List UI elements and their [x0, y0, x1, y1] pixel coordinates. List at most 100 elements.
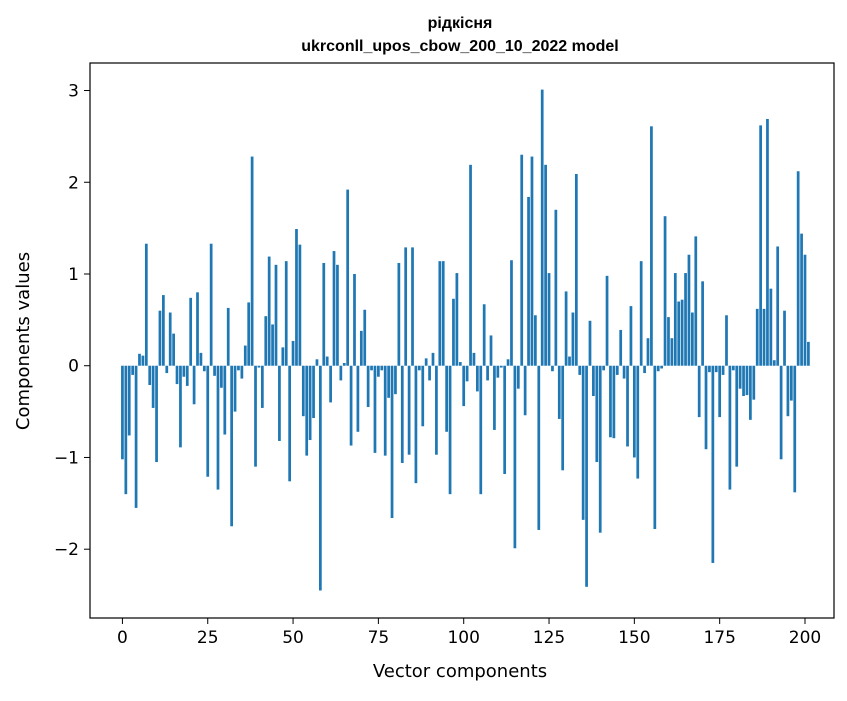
bar-16	[175, 365, 179, 385]
bar-10	[155, 365, 158, 463]
bar-141	[602, 365, 605, 371]
bar-152	[639, 261, 643, 366]
bar-53	[301, 365, 305, 417]
bar-2	[127, 365, 131, 436]
bar-188	[762, 308, 766, 366]
bar-59	[322, 262, 326, 366]
bar-39	[254, 365, 257, 467]
y-tick-label--1: −1	[54, 448, 79, 468]
bar-36	[243, 345, 247, 366]
bar-109	[493, 365, 496, 430]
bar-190	[769, 288, 773, 366]
bar-136	[585, 365, 588, 587]
bar-84	[407, 365, 411, 455]
bar-186	[755, 308, 759, 366]
bar-61	[329, 365, 332, 403]
bar-184	[749, 365, 752, 420]
bar-155	[650, 126, 653, 366]
bar-99	[458, 362, 462, 366]
bar-111	[499, 365, 503, 368]
bar-127	[554, 209, 558, 366]
bar-94	[441, 261, 445, 366]
x-tick-label-175: 175	[703, 628, 735, 648]
y-tick-label-2: 2	[68, 173, 79, 193]
bar-42	[264, 316, 268, 366]
bar-79	[390, 365, 394, 519]
bar-25	[206, 365, 210, 477]
bar-43	[267, 256, 271, 366]
bar-98	[455, 273, 459, 366]
bar-174	[714, 365, 718, 373]
bar-142	[605, 275, 609, 366]
bar-27	[213, 365, 216, 376]
bar-5	[138, 353, 141, 366]
bar-128	[557, 365, 561, 419]
bar-163	[677, 301, 681, 366]
bar-28	[216, 365, 220, 490]
bar-113	[506, 359, 510, 366]
bar-4	[134, 365, 138, 508]
bar-153	[643, 365, 646, 374]
chart-title-line1: рідкісня	[428, 15, 493, 32]
x-tick-label-150: 150	[618, 628, 650, 648]
bar-134	[578, 365, 582, 375]
bar-63	[336, 264, 339, 366]
bar-23	[199, 352, 203, 366]
bar-21	[192, 365, 196, 405]
x-tick-label-200: 200	[789, 628, 821, 648]
bar-191	[772, 360, 776, 366]
bar-197	[793, 365, 797, 493]
bar-154	[646, 338, 650, 366]
bar-71	[363, 309, 367, 366]
bars-layer	[121, 89, 810, 591]
bar-176	[721, 365, 725, 375]
bar-107	[486, 365, 489, 381]
bar-115	[513, 365, 517, 549]
bar-83	[404, 247, 408, 366]
bar-112	[503, 365, 507, 474]
bar-138	[592, 365, 595, 396]
bar-37	[247, 302, 251, 366]
bar-18	[182, 365, 186, 377]
bar-166	[687, 254, 691, 366]
bar-149	[629, 306, 633, 366]
bar-140	[598, 365, 602, 533]
chart-title-line2: ukrconll_upos_cbow_200_10_2022 model	[301, 38, 618, 55]
bar-58	[319, 365, 322, 591]
bar-7	[144, 243, 148, 366]
bar-200	[803, 254, 807, 366]
y-axis-label: Components values	[13, 252, 34, 430]
bar-86	[414, 365, 418, 484]
bar-76	[380, 365, 384, 371]
bar-198	[796, 171, 800, 366]
bar-125	[547, 273, 551, 366]
bar-104	[475, 365, 479, 392]
bar-157	[656, 365, 660, 372]
bar-130	[564, 291, 568, 366]
bar-193	[779, 365, 783, 460]
bar-89	[424, 358, 428, 366]
bar-90	[428, 365, 431, 381]
bar-108	[489, 335, 493, 366]
bar-120	[530, 156, 534, 366]
bar-172	[708, 365, 711, 373]
bar-1	[124, 365, 128, 495]
bar-182	[742, 365, 745, 396]
bar-17	[179, 365, 182, 448]
bar-49	[288, 365, 292, 482]
bar-123	[540, 89, 544, 366]
bar-75	[377, 365, 380, 377]
bar-20	[189, 297, 193, 366]
bar-167	[691, 312, 694, 366]
bar-38	[250, 156, 254, 366]
bar-73	[370, 365, 373, 371]
bar-199	[800, 233, 803, 366]
bar-95	[445, 365, 449, 432]
bar-57	[315, 359, 319, 366]
bar-192	[776, 246, 780, 366]
x-tick-label-25: 25	[197, 628, 219, 648]
bar-68	[353, 273, 356, 366]
bar-92	[435, 365, 438, 455]
bar-201	[807, 341, 810, 366]
y-tick-label--2: −2	[54, 540, 79, 560]
